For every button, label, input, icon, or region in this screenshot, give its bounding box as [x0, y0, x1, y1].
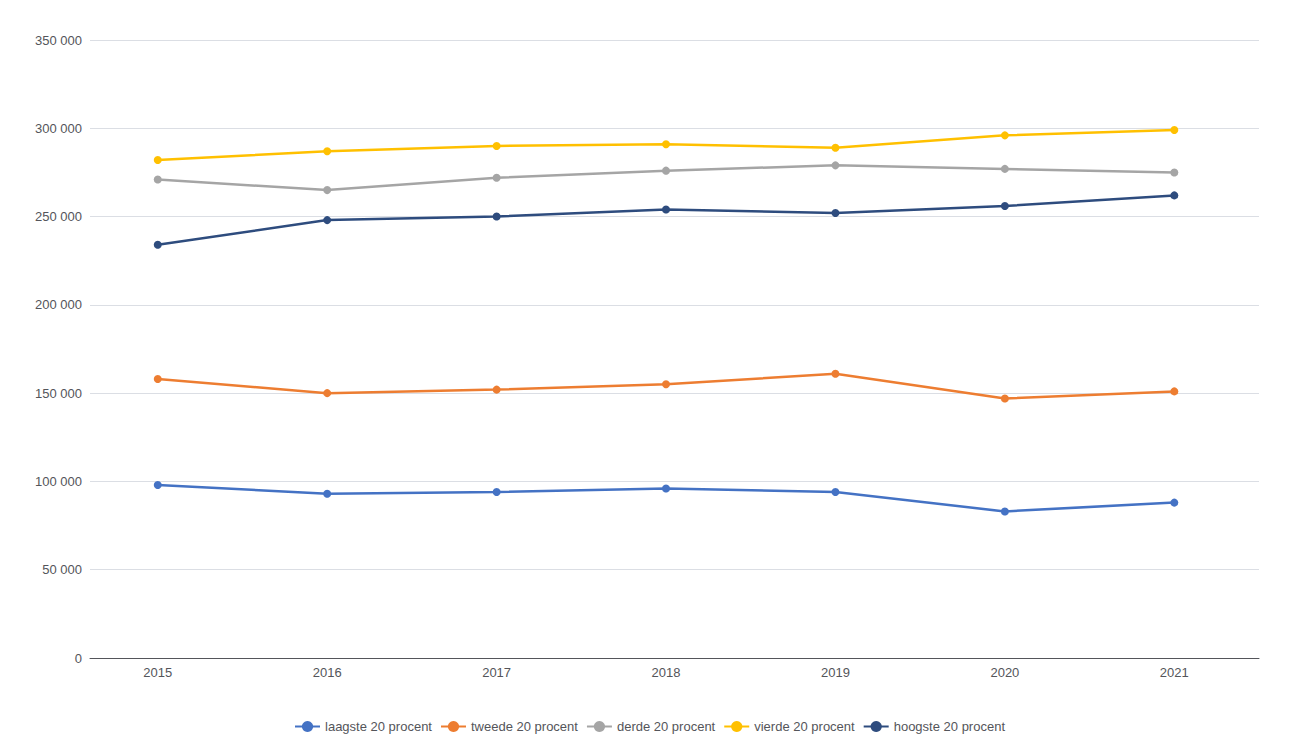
svg-text:derde 20 procent: derde 20 procent [617, 719, 716, 734]
svg-text:2015: 2015 [143, 665, 172, 680]
svg-text:tweede 20 procent: tweede 20 procent [471, 719, 578, 734]
svg-text:laagste 20 procent: laagste 20 procent [325, 719, 432, 734]
svg-text:150 000: 150 000 [35, 386, 82, 401]
svg-text:350 000: 350 000 [35, 33, 82, 48]
svg-text:2019: 2019 [821, 665, 850, 680]
svg-text:2018: 2018 [652, 665, 681, 680]
svg-text:100 000: 100 000 [35, 474, 82, 489]
svg-text:2017: 2017 [482, 665, 511, 680]
svg-text:2016: 2016 [313, 665, 342, 680]
svg-text:2021: 2021 [1160, 665, 1189, 680]
svg-text:300 000: 300 000 [35, 121, 82, 136]
svg-text:2020: 2020 [990, 665, 1019, 680]
svg-text:50 000: 50 000 [42, 562, 82, 577]
svg-text:250 000: 250 000 [35, 209, 82, 224]
svg-text:vierde 20 procent: vierde 20 procent [754, 719, 855, 734]
svg-text:200 000: 200 000 [35, 297, 82, 312]
svg-text:0: 0 [75, 651, 82, 666]
svg-text:hoogste 20 procent: hoogste 20 procent [894, 719, 1006, 734]
